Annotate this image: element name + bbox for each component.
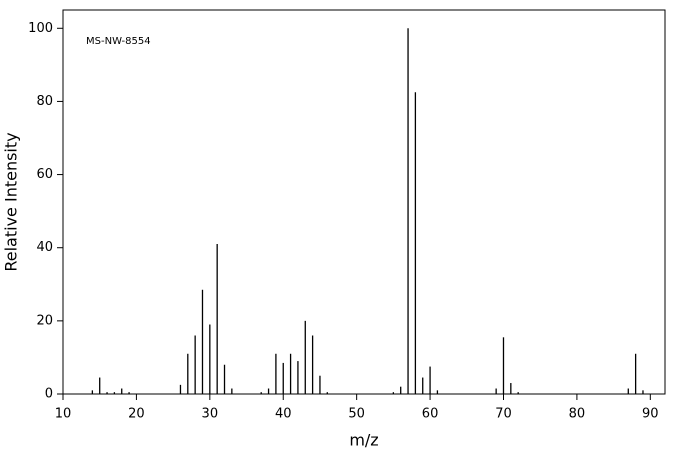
y-tick-label: 0 bbox=[45, 387, 53, 402]
x-tick-label: 10 bbox=[55, 407, 72, 422]
y-tick-label: 100 bbox=[28, 21, 53, 36]
x-tick-label: 20 bbox=[128, 407, 145, 422]
x-tick-label: 50 bbox=[348, 407, 365, 422]
annotation: MS-NW-8554 bbox=[86, 36, 151, 47]
x-tick-label: 70 bbox=[495, 407, 512, 422]
y-tick-label: 60 bbox=[36, 167, 53, 182]
x-tick-label: 40 bbox=[275, 407, 292, 422]
x-tick-label: 60 bbox=[422, 407, 439, 422]
x-tick-label: 30 bbox=[202, 407, 219, 422]
x-tick-label: 90 bbox=[642, 407, 659, 422]
plot-frame bbox=[62, 9, 666, 395]
y-tick-label: 40 bbox=[36, 240, 53, 255]
x-tick-label: 80 bbox=[569, 407, 586, 422]
x-axis-label: m/z bbox=[349, 431, 378, 450]
y-axis-label: Relative Intensity bbox=[2, 132, 21, 271]
y-tick-label: 80 bbox=[36, 94, 53, 109]
y-tick-label: 20 bbox=[36, 313, 53, 328]
